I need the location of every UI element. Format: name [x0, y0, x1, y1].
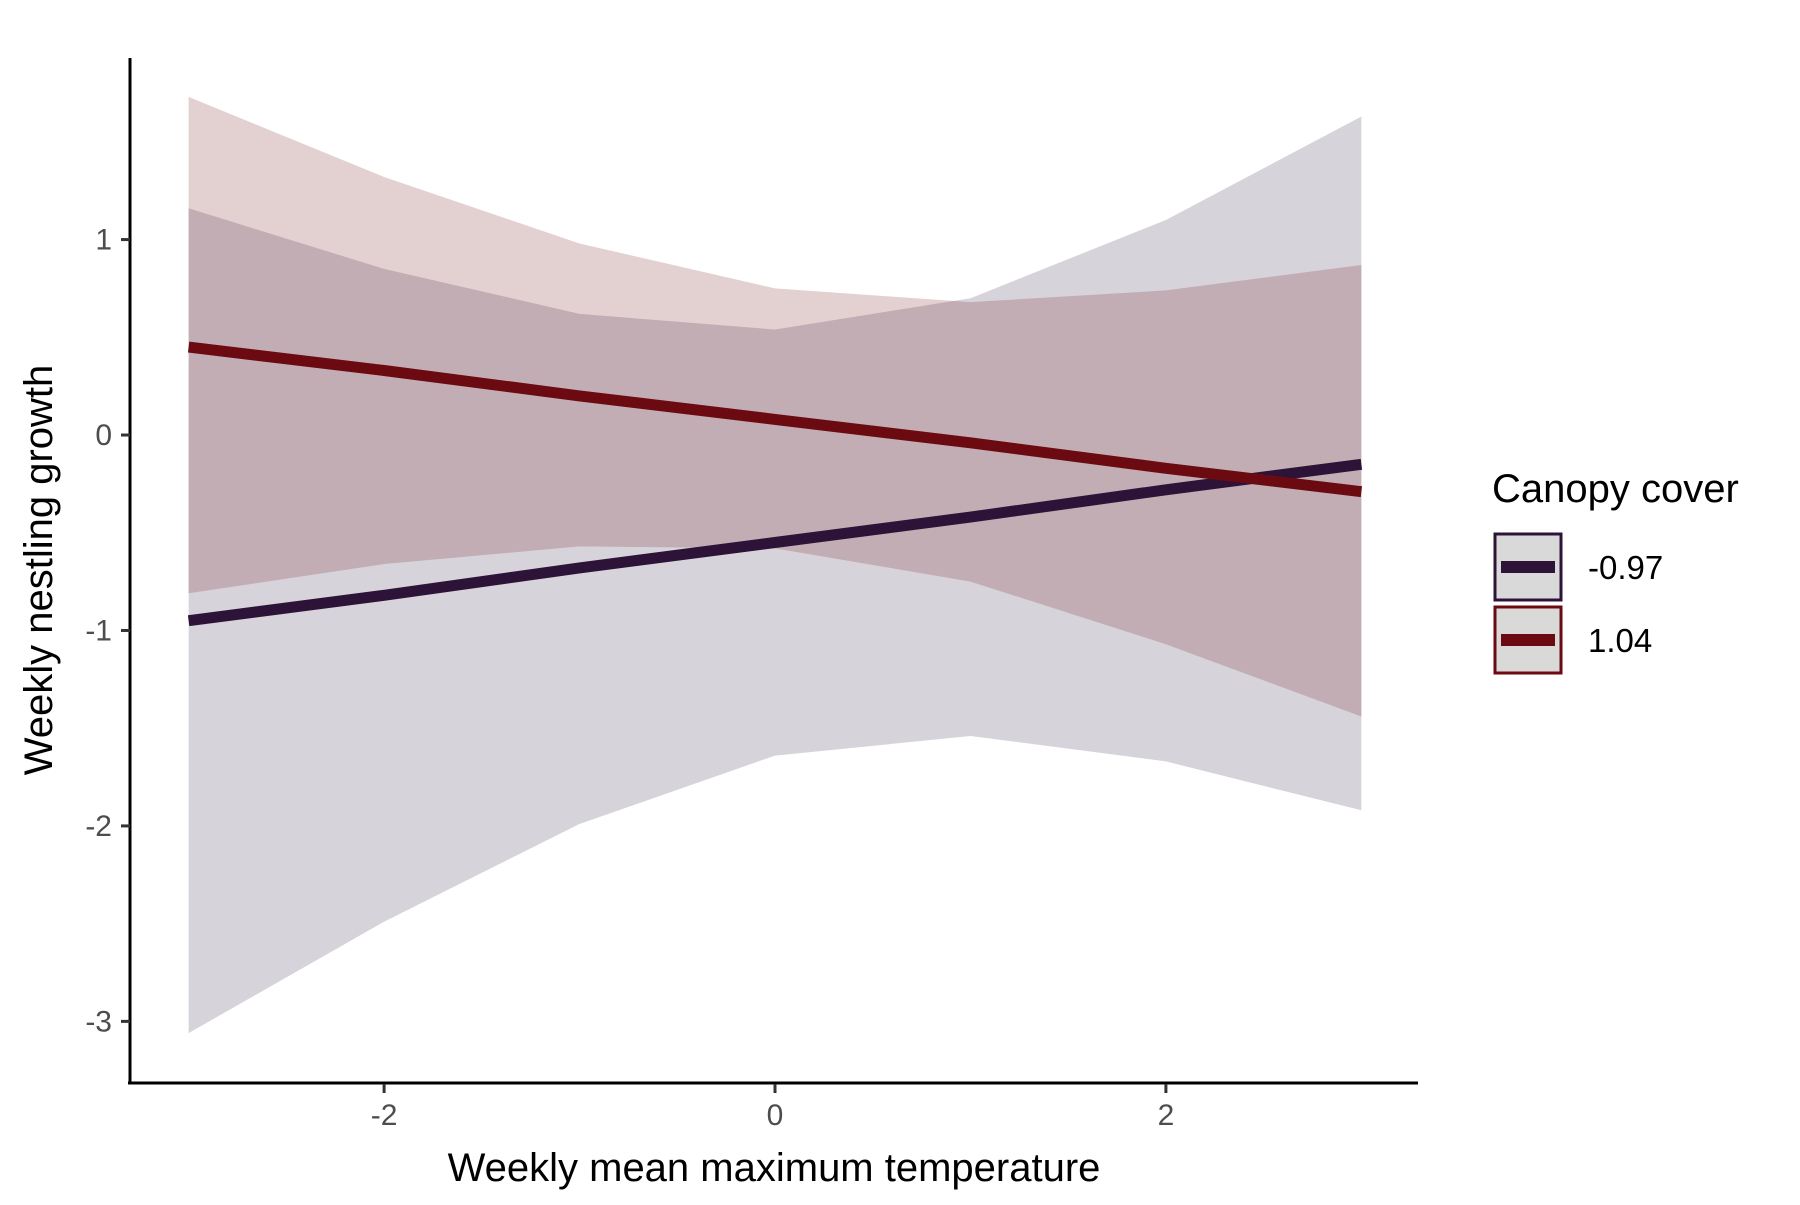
series-line-1 — [187, 458, 1363, 627]
legend-label-1: -0.97 — [1588, 549, 1663, 586]
legend-label-2: 1.04 — [1588, 622, 1652, 659]
y-ticks: -3 -2 -1 0 1 — [85, 224, 130, 1038]
confidence-band-1 — [188, 116, 1362, 1034]
x-tick-label: 0 — [767, 1099, 784, 1132]
x-tick-label: -2 — [371, 1099, 398, 1132]
x-axis-title: Weekly mean maximum temperature — [448, 1146, 1101, 1190]
y-tick-label: -1 — [85, 614, 112, 647]
confidence-bands — [188, 96, 1362, 1034]
confidence-band-2 — [188, 96, 1362, 717]
x-ticks: -2 0 2 — [371, 1084, 1175, 1132]
y-axis-title: Weekly nestling growth — [17, 365, 61, 776]
y-tick-label: 1 — [95, 224, 112, 257]
legend: Canopy cover -0.97 1.04 — [1492, 467, 1739, 675]
legend-item-2: 1.04 — [1493, 605, 1652, 675]
legend-title: Canopy cover — [1492, 467, 1739, 511]
axes — [128, 58, 1418, 1085]
y-tick-label: -3 — [85, 1005, 112, 1038]
legend-item-1: -0.97 — [1493, 532, 1663, 602]
y-tick-label: 0 — [95, 419, 112, 452]
y-tick-label: -2 — [85, 810, 112, 843]
series-lines — [187, 341, 1363, 627]
series-line-2 — [187, 341, 1363, 498]
x-tick-label: 2 — [1158, 1099, 1175, 1132]
